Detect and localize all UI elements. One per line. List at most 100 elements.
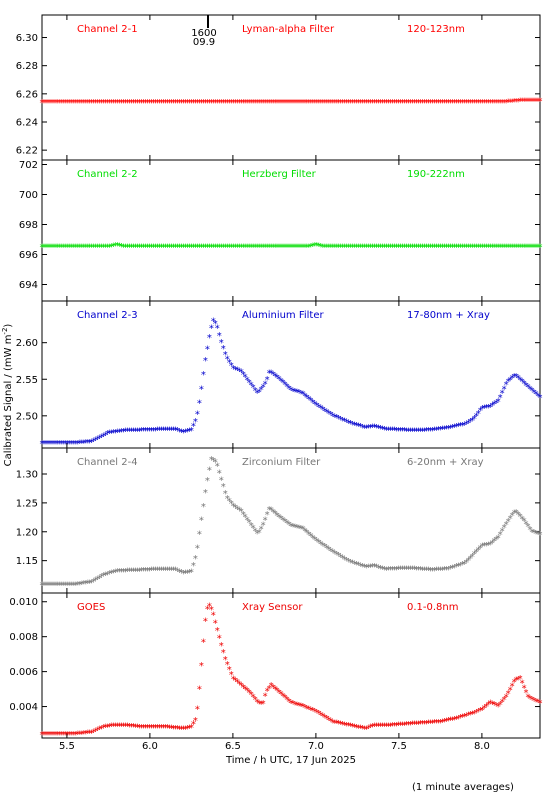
data-point: * xyxy=(420,719,425,730)
data-point: * xyxy=(209,98,214,109)
data-point: * xyxy=(65,98,70,109)
data-point: * xyxy=(57,730,62,741)
data-point: * xyxy=(318,539,323,550)
data-point: * xyxy=(227,665,232,676)
data-point: * xyxy=(358,561,363,572)
data-point: * xyxy=(504,520,509,531)
data-point: * xyxy=(77,730,82,741)
data-point: * xyxy=(520,243,525,254)
data-point: * xyxy=(109,98,114,109)
data-point: * xyxy=(524,381,529,392)
data-point: * xyxy=(143,723,148,734)
data-point: * xyxy=(139,243,144,254)
data-point: * xyxy=(101,571,106,582)
data-point: * xyxy=(340,416,345,427)
data-point: * xyxy=(141,566,146,577)
data-point: * xyxy=(438,243,443,254)
data-point: * xyxy=(103,570,108,581)
data-point: * xyxy=(289,699,294,710)
data-point: * xyxy=(486,700,491,711)
data-point: * xyxy=(460,560,465,571)
data-point: * xyxy=(271,683,276,694)
data-point: * xyxy=(223,655,228,666)
data-point: * xyxy=(117,427,122,438)
data-point: * xyxy=(141,98,146,109)
y-axis-label-exponent: -2 xyxy=(1,328,9,335)
data-point: * xyxy=(398,243,403,254)
data-point: * xyxy=(412,98,417,109)
data-point: * xyxy=(534,243,539,254)
data-point: * xyxy=(328,410,333,421)
data-point: * xyxy=(450,423,455,434)
data-point: * xyxy=(298,389,303,400)
data-point: * xyxy=(470,552,475,563)
data-point: * xyxy=(263,515,268,526)
data-point: * xyxy=(488,403,493,414)
data-point: * xyxy=(400,243,405,254)
data-point: * xyxy=(390,98,395,109)
data-point: * xyxy=(151,243,156,254)
data-point: * xyxy=(287,98,292,109)
data-point: * xyxy=(418,98,423,109)
data-point: * xyxy=(117,98,122,109)
data-point: * xyxy=(484,98,489,109)
data-point: * xyxy=(468,98,473,109)
data-point: * xyxy=(59,439,64,450)
data-point: * xyxy=(458,98,463,109)
data-point: * xyxy=(121,721,126,732)
data-point: * xyxy=(131,722,136,733)
data-point: * xyxy=(520,96,525,107)
data-point: * xyxy=(251,693,256,704)
data-point: * xyxy=(368,723,373,734)
data-point: * xyxy=(384,565,389,576)
data-point: * xyxy=(492,98,497,109)
data-point: * xyxy=(388,425,393,436)
data-point: * xyxy=(360,98,365,109)
y-tick-label: 2.55 xyxy=(16,375,38,386)
data-point: * xyxy=(135,723,140,734)
data-point: * xyxy=(360,423,365,434)
data-point: * xyxy=(534,697,539,708)
data-point: * xyxy=(205,476,210,487)
x-tick-label: 8.0 xyxy=(474,741,490,752)
data-point: * xyxy=(458,713,463,724)
data-point: * xyxy=(163,723,168,734)
data-point: * xyxy=(77,580,82,591)
data-point: * xyxy=(179,568,184,579)
data-point: * xyxy=(133,98,138,109)
data-point: * xyxy=(107,429,112,440)
data-point: * xyxy=(121,242,126,253)
data-point: * xyxy=(175,724,180,735)
data-point: * xyxy=(344,721,349,732)
data-point: * xyxy=(103,723,108,734)
data-point: * xyxy=(81,438,86,449)
data-point: * xyxy=(149,723,154,734)
data-point: * xyxy=(255,698,260,709)
data-point: * xyxy=(175,98,180,109)
data-point: * xyxy=(494,398,499,409)
data-point: * xyxy=(396,721,401,732)
data-point: * xyxy=(93,726,98,737)
data-point: * xyxy=(336,551,341,562)
data-point: * xyxy=(378,98,383,109)
data-point: * xyxy=(241,370,246,381)
data-point: * xyxy=(520,514,525,525)
data-point: * xyxy=(141,426,146,437)
y-tick-label: 0.008 xyxy=(9,632,38,643)
data-point: * xyxy=(450,715,455,726)
data-point: * xyxy=(432,243,437,254)
data-point: * xyxy=(135,566,140,577)
data-point: * xyxy=(416,98,421,109)
data-point: * xyxy=(502,98,507,109)
data-point: * xyxy=(275,98,280,109)
data-point: * xyxy=(197,98,202,109)
data-point: * xyxy=(454,98,459,109)
data-point: * xyxy=(189,98,194,109)
data-point: * xyxy=(390,243,395,254)
data-point: * xyxy=(466,711,471,722)
data-point: * xyxy=(209,455,214,466)
data-point: * xyxy=(177,98,182,109)
panel-frame xyxy=(41,159,541,302)
data-point: * xyxy=(131,426,136,437)
data-point: * xyxy=(422,565,427,576)
